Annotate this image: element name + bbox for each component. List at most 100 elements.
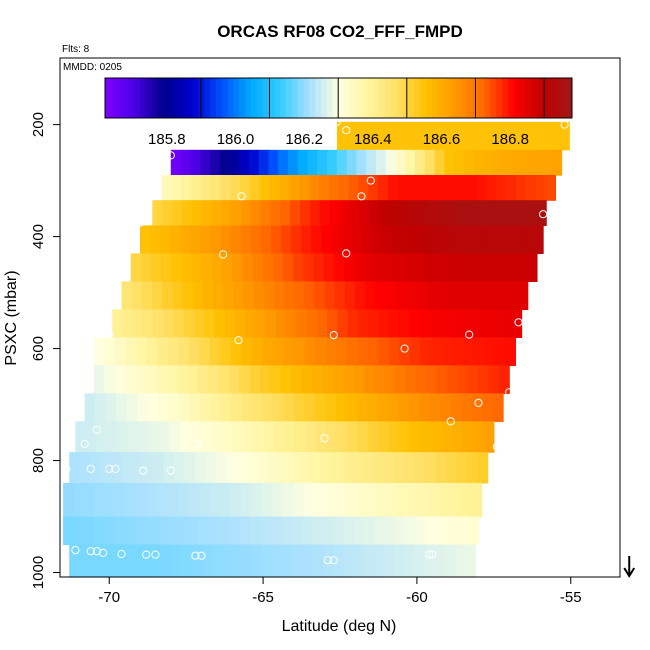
- heatmap-cell: [388, 393, 400, 422]
- heatmap-cell: [283, 253, 294, 282]
- heatmap-cell: [467, 365, 479, 394]
- heatmap-cell: [63, 516, 75, 546]
- heatmap-cell: [281, 516, 293, 546]
- heatmap-cell: [180, 225, 191, 254]
- heatmap-cell: [502, 225, 514, 254]
- heatmap-cell: [385, 516, 396, 546]
- colorbar-swatch: [210, 78, 217, 118]
- heatmap-cell: [324, 281, 336, 310]
- heatmap-cell: [312, 516, 324, 546]
- colorbar-tick-label: 186.8: [491, 131, 529, 148]
- heatmap-cell: [116, 393, 128, 422]
- heatmap-cell: [250, 516, 261, 546]
- heatmap-cell: [170, 149, 182, 176]
- heatmap-cell: [69, 544, 80, 578]
- heatmap-cell: [410, 421, 422, 453]
- heatmap-cell: [106, 421, 118, 453]
- heatmap-cell: [368, 421, 380, 453]
- heatmap-cell: [181, 175, 192, 201]
- heatmap-cell: [208, 516, 220, 546]
- heatmap-cell: [512, 225, 524, 254]
- heatmap-cell: [338, 175, 350, 201]
- heatmap-cell: [470, 309, 482, 338]
- heatmap-cell: [452, 225, 464, 254]
- heatmap-cell: [354, 253, 365, 282]
- heatmap-cell: [419, 309, 431, 338]
- observation-points: [62, 117, 569, 565]
- colorbar-swatch: [309, 78, 316, 118]
- heatmap-cell: [336, 337, 348, 366]
- heatmap-cell: [166, 516, 178, 546]
- heatmap-cell: [418, 482, 430, 518]
- heatmap-cell: [191, 544, 202, 578]
- heatmap-cell: [333, 253, 345, 282]
- heatmap-cell: [429, 121, 437, 151]
- heatmap-cell: [498, 365, 510, 394]
- heatmap-cell: [414, 544, 426, 578]
- heatmap-cell: [69, 452, 81, 484]
- heatmap-cell: [320, 452, 332, 484]
- heatmap-cell: [407, 175, 419, 201]
- colorbar-swatch: [297, 78, 304, 118]
- heatmap-cell: [121, 281, 133, 310]
- heatmap-cell: [348, 175, 360, 201]
- heatmap-cell: [294, 337, 306, 366]
- heatmap-cell: [384, 253, 396, 282]
- heatmap-cell: [429, 482, 441, 518]
- heatmap-cell: [416, 281, 427, 310]
- y-tick-label: 200: [30, 112, 47, 137]
- heatmap-cell: [148, 421, 160, 453]
- heatmap-cell: [142, 452, 154, 484]
- heatmap-cell: [115, 516, 126, 546]
- heatmap-cell: [181, 253, 193, 282]
- heatmap-cell: [182, 281, 194, 310]
- heatmap-cell: [398, 393, 410, 422]
- heatmap-cell: [375, 281, 387, 310]
- heatmap-cell: [516, 121, 524, 151]
- heatmap-cell: [140, 225, 151, 254]
- colorbar-swatch: [157, 78, 164, 118]
- heatmap-cell: [305, 421, 317, 453]
- heatmap-cell: [242, 253, 254, 282]
- heatmap-cell: [528, 121, 535, 151]
- x-tick-label: -60: [406, 589, 428, 606]
- colorbar-swatch: [198, 78, 205, 118]
- heatmap-cell: [228, 365, 240, 394]
- heatmap-cell: [526, 253, 538, 282]
- heatmap-cell: [178, 482, 190, 518]
- heatmap-cell: [512, 149, 524, 176]
- heatmap-cell: [428, 200, 439, 226]
- colorbar-tick-label: 186.6: [423, 131, 461, 148]
- heatmap-cell: [442, 225, 453, 254]
- heatmap-cell: [415, 253, 426, 282]
- colorbar-swatch: [186, 78, 194, 118]
- colorbar-border: [104, 77, 573, 119]
- y-tick-label: 600: [30, 336, 47, 361]
- observation-point: [80, 439, 89, 448]
- heatmap-cell: [478, 365, 490, 394]
- colorbar-swatch: [385, 78, 392, 118]
- observation-point: [446, 417, 455, 426]
- heatmap-cell: [343, 544, 355, 578]
- heatmap-cell: [272, 393, 284, 422]
- heatmap-cell: [476, 175, 488, 201]
- heatmap-cell: [260, 365, 271, 394]
- colorbar-swatch: [391, 78, 398, 118]
- arrow-head: [623, 567, 636, 578]
- heatmap-cell: [504, 337, 516, 366]
- heatmap-cell: [204, 309, 216, 338]
- heatmap-cell: [319, 175, 330, 201]
- heatmap-cell: [314, 482, 326, 518]
- heatmap-cell: [135, 516, 147, 546]
- heatmap-cell: [126, 393, 138, 422]
- heatmap-cell: [229, 516, 241, 546]
- chart-title: ORCAS RF08 CO2_FFF_FMPD: [217, 22, 463, 41]
- heatmap-cell: [272, 482, 284, 518]
- heatmap-cell: [222, 253, 233, 282]
- heatmap-cell: [511, 309, 523, 338]
- x-axis-label: Latitude (deg N): [282, 618, 397, 635]
- heatmap-cell: [391, 225, 403, 254]
- heatmap-cell: [245, 309, 257, 338]
- colorbar-swatch: [466, 78, 474, 118]
- heatmap-cell: [462, 337, 474, 366]
